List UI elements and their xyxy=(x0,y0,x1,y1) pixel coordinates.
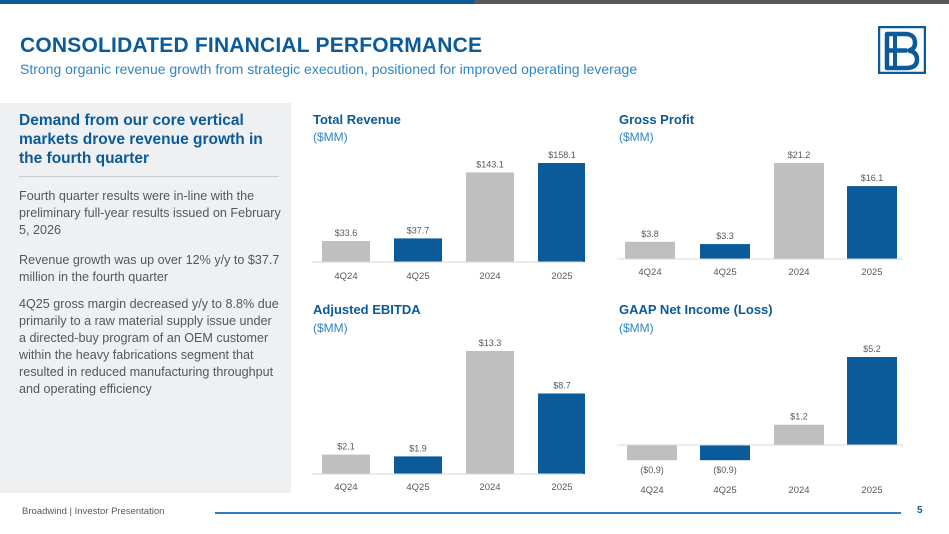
gross-profit-bar-4q24 xyxy=(625,241,675,259)
adjusted-ebitda-tick-label-4q25: 4Q25 xyxy=(406,482,429,493)
total-revenue-bar-2024 xyxy=(466,172,514,262)
gaap-net-income-bar-2025 xyxy=(847,357,897,445)
total-revenue-bar-4q25 xyxy=(394,238,442,262)
total-revenue-tick-label-2024: 2024 xyxy=(479,271,500,282)
gaap-net-income-bar-2024 xyxy=(774,424,824,445)
gaap-net-income-chart: ($0.9) 4Q24 ($0.9) 4Q25 $1.2 2024 $5.2 2025 xyxy=(617,344,903,496)
total-revenue-bar-2025 xyxy=(538,163,585,262)
summary-heading: Demand from our core vertical markets dr… xyxy=(19,112,263,167)
gross-profit-bar-2025 xyxy=(847,186,897,259)
gross-profit-title: Gross Profit xyxy=(619,112,695,127)
adjusted-ebitda-data-label-4q24: $2.1 xyxy=(337,442,355,452)
gross-profit-tick-label-4q25: 4Q25 xyxy=(713,267,736,278)
adjusted-ebitda-data-label-4q25: $1.9 xyxy=(409,443,427,453)
adjusted-ebitda-bar-2025 xyxy=(538,393,585,474)
total-revenue-tick-label-4q24: 4Q24 xyxy=(334,271,357,282)
summary-paragraph-1: Fourth quarter results were in-line with… xyxy=(19,189,281,237)
summary-divider xyxy=(19,176,279,177)
top-accent-bar-grey xyxy=(474,0,949,4)
footer-divider xyxy=(215,512,901,514)
adjusted-ebitda-bar-4q24 xyxy=(322,454,370,474)
adjusted-ebitda-tick-label-2024: 2024 xyxy=(479,482,500,493)
adjusted-ebitda-data-label-2025: $8.7 xyxy=(553,381,571,391)
total-revenue-unit: ($MM) xyxy=(313,130,348,144)
gross-profit-chart: $3.8 4Q24 $3.3 4Q25 $21.2 2024 $16.1 2025 xyxy=(617,150,903,278)
gross-profit-data-label-4q25: $3.3 xyxy=(716,231,734,241)
adjusted-ebitda-title: Adjusted EBITDA xyxy=(313,302,421,317)
gross-profit-tick-label-2024: 2024 xyxy=(788,267,809,278)
total-revenue-data-label-4q25: $37.7 xyxy=(407,225,430,235)
gross-profit-tick-label-4q24: 4Q24 xyxy=(638,267,661,278)
total-revenue-title: Total Revenue xyxy=(313,112,401,127)
gaap-net-income-bar-4q25 xyxy=(700,445,750,461)
total-revenue-data-label-4q24: $33.6 xyxy=(335,228,358,238)
gross-profit-unit: ($MM) xyxy=(619,130,654,144)
gross-profit-bar-2024 xyxy=(774,163,824,259)
summary-panel xyxy=(0,103,291,493)
company-logo-icon xyxy=(878,26,926,74)
gaap-net-income-title: GAAP Net Income (Loss) xyxy=(619,302,773,317)
adjusted-ebitda-chart: $2.1 4Q24 $1.9 4Q25 $13.3 2024 $8.7 2025 xyxy=(312,338,585,493)
adjusted-ebitda-data-label-2024: $13.3 xyxy=(479,338,502,348)
adjusted-ebitda-bar-4q25 xyxy=(394,456,442,474)
total-revenue-data-label-2024: $143.1 xyxy=(476,159,504,169)
top-accent-bar-blue xyxy=(0,0,474,4)
gaap-net-income-tick-label-4q24: 4Q24 xyxy=(640,485,663,496)
adjusted-ebitda-bar-2024 xyxy=(466,351,514,474)
gaap-net-income-data-label-4q25: ($0.9) xyxy=(713,465,737,475)
footer-presentation-label: Broadwind | Investor Presentation xyxy=(22,506,165,517)
summary-paragraph-2: Revenue growth was up over 12% y/y to $3… xyxy=(19,253,280,284)
gaap-net-income-bar-4q24 xyxy=(627,445,677,461)
page-title: CONSOLIDATED FINANCIAL PERFORMANCE xyxy=(20,34,483,57)
gaap-net-income-data-label-2025: $5.2 xyxy=(863,344,881,354)
page-number: 5 xyxy=(917,505,923,516)
page-subtitle: Strong organic revenue growth from strat… xyxy=(20,61,638,77)
gross-profit-data-label-4q24: $3.8 xyxy=(641,229,659,239)
gaap-net-income-tick-label-4q25: 4Q25 xyxy=(713,485,736,496)
adjusted-ebitda-tick-label-2025: 2025 xyxy=(551,482,572,493)
gross-profit-data-label-2024: $21.2 xyxy=(788,150,811,160)
gross-profit-tick-label-2025: 2025 xyxy=(861,267,882,278)
total-revenue-bar-4q24 xyxy=(322,241,370,262)
gaap-net-income-tick-label-2024: 2024 xyxy=(788,485,809,496)
gaap-net-income-unit: ($MM) xyxy=(619,321,654,335)
gaap-net-income-data-label-4q24: ($0.9) xyxy=(640,465,664,475)
total-revenue-chart: $33.6 4Q24 $37.7 4Q25 $143.1 2024 $158.1 2025 xyxy=(312,150,585,282)
total-revenue-data-label-2025: $158.1 xyxy=(548,150,576,160)
gross-profit-bar-4q25 xyxy=(700,244,750,259)
gaap-net-income-tick-label-2025: 2025 xyxy=(861,485,882,496)
summary-paragraph-3: 4Q25 gross margin decreased y/y to 8.8% … xyxy=(19,297,279,396)
total-revenue-tick-label-4q25: 4Q25 xyxy=(406,271,429,282)
gaap-net-income-data-label-2024: $1.2 xyxy=(790,412,808,422)
adjusted-ebitda-tick-label-4q24: 4Q24 xyxy=(334,482,357,493)
total-revenue-tick-label-2025: 2025 xyxy=(551,271,572,282)
adjusted-ebitda-unit: ($MM) xyxy=(313,321,348,335)
gross-profit-data-label-2025: $16.1 xyxy=(861,173,884,183)
